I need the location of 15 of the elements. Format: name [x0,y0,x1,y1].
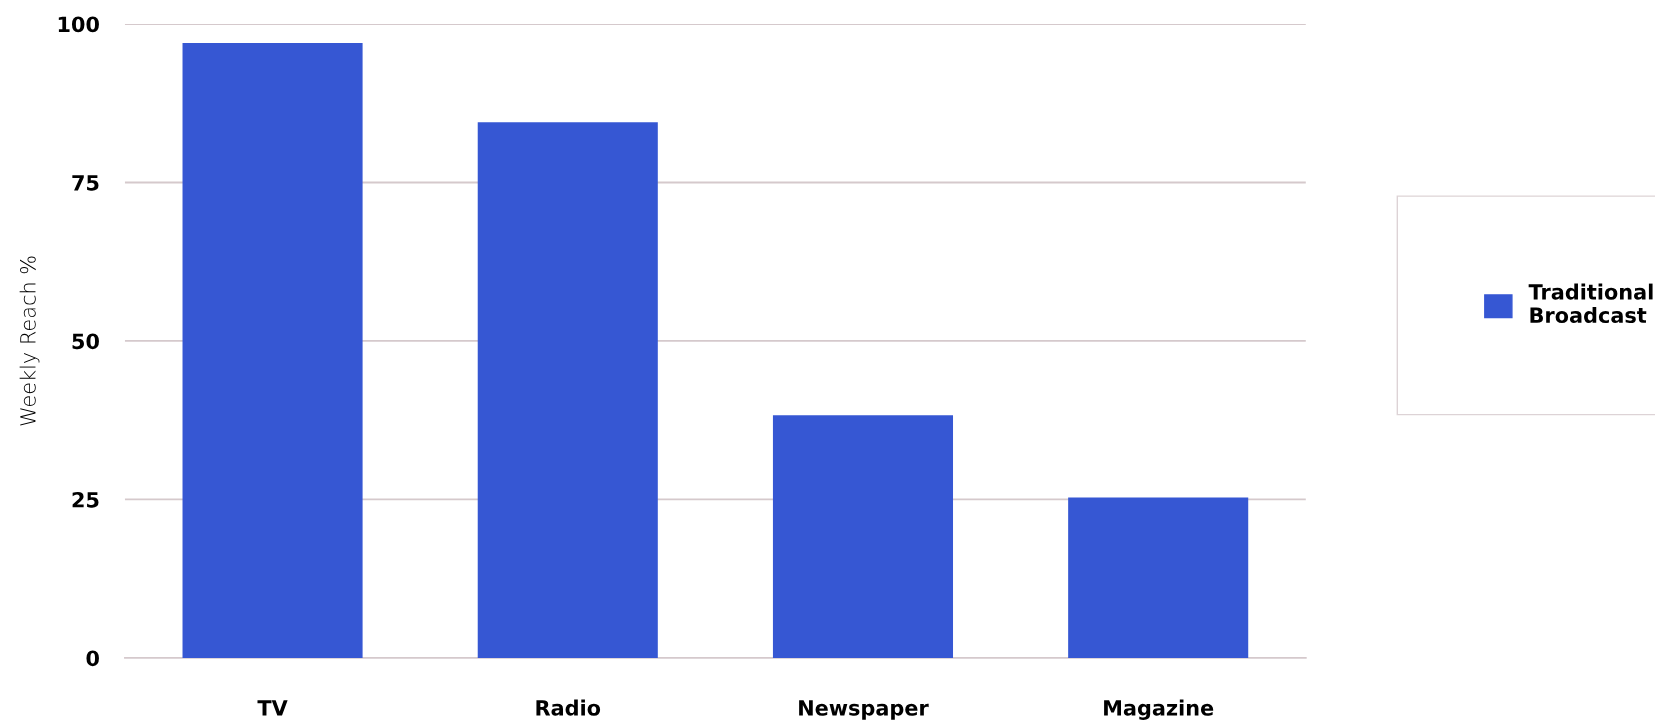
x-tick-label: Radio [536,699,601,716]
bar [182,43,363,658]
x-tick-label: Newspaper [799,700,929,720]
bar [1068,497,1249,658]
y-tick-label: 0 [86,650,99,667]
x-tick-label: TV [257,700,288,716]
y-tick-label: 100 [58,16,99,33]
y-axis-title: Weekly Reach % [19,256,40,426]
y-tick-label: 50 [72,333,99,350]
bar [477,122,658,658]
y-tick-label: 75 [72,175,99,191]
bar [772,415,954,658]
x-tick-label: Magazine [1104,699,1214,720]
legend-label: Traditional Broadcast [1528,283,1653,324]
y-tick-label: 25 [72,491,99,508]
